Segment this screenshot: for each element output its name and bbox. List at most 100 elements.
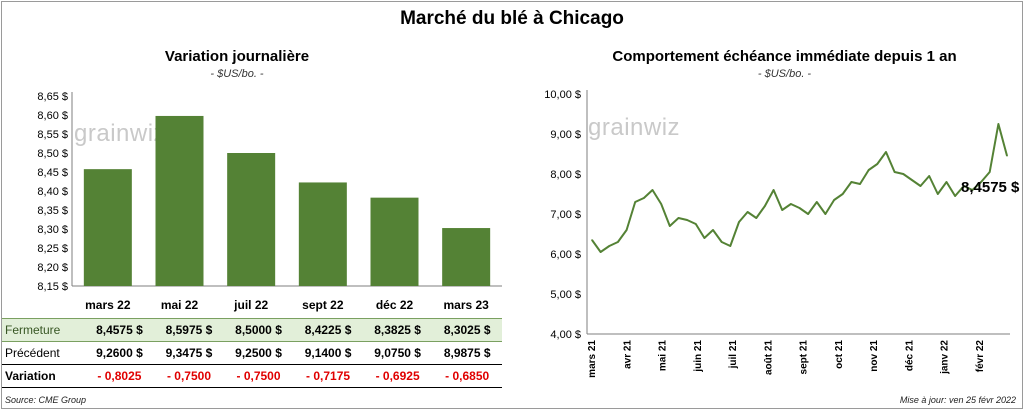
y-tick-label: 7,00 $: [550, 209, 581, 221]
right-chart-unit: - $US/bo. -: [757, 68, 812, 80]
table-cell: 9,3475 $: [154, 341, 224, 365]
line-chart: 4,00 $ 5,00 $ 6,00 $ 7,00 $ 8,00 $ 9,00 $ 10,0…: [544, 89, 1010, 378]
table-cell: 8,4225 $: [293, 318, 363, 342]
table-cell: 8,4575 $: [84, 318, 155, 342]
data-point: [703, 237, 706, 239]
price-line: [591, 123, 1008, 253]
table-cell: - 0,7500: [223, 364, 294, 388]
data-point: [790, 203, 792, 205]
data-point: [962, 185, 965, 187]
page-title: Marché du blé à Chicago: [400, 8, 624, 29]
data-point: [885, 151, 887, 153]
data-point: [876, 163, 879, 165]
right-chart-title: Comportement échéance immédiate depuis 1…: [612, 48, 957, 65]
table-cell: 8,9875 $: [432, 341, 502, 365]
data-point: [954, 195, 956, 197]
data-point: [971, 189, 974, 191]
bar: [370, 197, 419, 286]
table-cell: 8,3825 $: [362, 318, 433, 342]
y-tick-label: 10,00 $: [544, 89, 581, 101]
table-cell: - 0,6850: [432, 364, 502, 388]
data-point: [937, 193, 939, 195]
data-point: [643, 197, 645, 199]
x-tick-label: juin 21: [693, 340, 704, 373]
table-cell: 9,2600 $: [84, 341, 155, 365]
data-point: [608, 245, 611, 247]
bar: [227, 153, 276, 286]
data-point: [669, 225, 671, 227]
data-point: [781, 209, 784, 211]
x-tick-label: nov 21: [869, 340, 880, 372]
table-row-precedent: Précédent 9,2600 $ 9,3475 $ 9,2500 $ 9,1…: [2, 341, 502, 365]
bar: [298, 182, 347, 286]
x-tick-label: déc 22: [376, 298, 414, 312]
table-cell: - 0,6925: [362, 364, 433, 388]
table-cell: - 0,7500: [154, 364, 224, 388]
row-label: Variation: [2, 364, 85, 388]
y-tick-label: 8,55 $: [37, 129, 68, 141]
x-tick-label: mars 21: [587, 340, 598, 378]
table-cell: 9,0750 $: [362, 341, 433, 365]
y-tick-label: 6,00 $: [550, 249, 581, 261]
data-point: [902, 173, 905, 175]
table-cell: - 0,7175: [293, 364, 363, 388]
table-cell: 9,2500 $: [223, 341, 294, 365]
x-tick-label: mai 22: [161, 298, 199, 312]
data-point: [694, 223, 697, 225]
data-point: [798, 207, 801, 209]
bar: [155, 115, 204, 286]
data-point: [919, 185, 922, 187]
data-point: [980, 181, 982, 183]
row-label: Fermeture: [2, 318, 85, 342]
source-note: Source: CME Group: [5, 395, 87, 405]
data-point: [841, 193, 844, 195]
table-row-fermeture: Fermeture 8,4575 $ 8,5975 $ 8,5000 $ 8,4…: [2, 318, 502, 342]
x-tick-label: juil 21: [728, 340, 739, 370]
data-point: [746, 211, 749, 213]
x-tick-label: août 21: [763, 340, 774, 375]
x-tick-label: janv 22: [940, 340, 951, 375]
data-point: [859, 183, 861, 185]
x-tick-label: mai 21: [658, 340, 669, 372]
y-tick-label: 8,40 $: [37, 186, 68, 198]
data-point: [815, 201, 818, 203]
update-note: Mise à jour: ven 25 févr 2022: [899, 395, 1016, 405]
watermark-left: grainwiz: [74, 120, 167, 147]
data-point: [764, 205, 766, 207]
x-tick-label: déc 21: [904, 340, 915, 372]
left-chart-title: Variation journalière: [164, 48, 310, 65]
x-tick-label: sept 22: [302, 298, 344, 312]
watermark-right: grainwiz: [588, 114, 681, 141]
data-point: [988, 171, 991, 173]
y-tick-label: 8,20 $: [37, 262, 68, 274]
x-tick-label: sept 21: [799, 340, 810, 375]
y-tick-label: 8,60 $: [37, 110, 68, 122]
data-point: [911, 179, 913, 181]
y-tick-label: 5,00 $: [550, 289, 581, 301]
data-point: [591, 239, 593, 241]
bar: [442, 228, 491, 286]
data-point: [686, 219, 688, 221]
data-point: [867, 169, 870, 171]
data-point: [824, 213, 827, 215]
data-point: [1006, 154, 1008, 157]
x-tick-label: févr 22: [975, 340, 986, 373]
table-row-variation: Variation - 0,8025 - 0,7500 - 0,7500 - 0…: [2, 364, 502, 388]
y-tick-label: 4,00 $: [550, 329, 581, 341]
data-point: [617, 241, 619, 243]
data-point: [850, 181, 853, 183]
table-cell: 8,3025 $: [432, 318, 502, 342]
bar-chart: 8,15 $ 8,20 $ 8,25 $ 8,30 $ 8,35 $ 8,40 $ 8,45…: [37, 91, 502, 312]
y-tick-label: 8,30 $: [37, 224, 68, 236]
y-tick-label: 8,00 $: [550, 169, 581, 181]
table-cell: 8,5000 $: [223, 318, 294, 342]
last-value-label: 8,4575 $: [961, 179, 1020, 196]
y-tick-label: 8,50 $: [37, 148, 68, 160]
y-tick-label: 8,65 $: [37, 91, 68, 103]
x-tick-label: juil 22: [233, 298, 268, 312]
data-point: [677, 217, 680, 219]
data-point: [660, 203, 662, 205]
y-tick-label: 8,25 $: [37, 243, 68, 255]
y-tick-label: 9,00 $: [550, 129, 581, 141]
